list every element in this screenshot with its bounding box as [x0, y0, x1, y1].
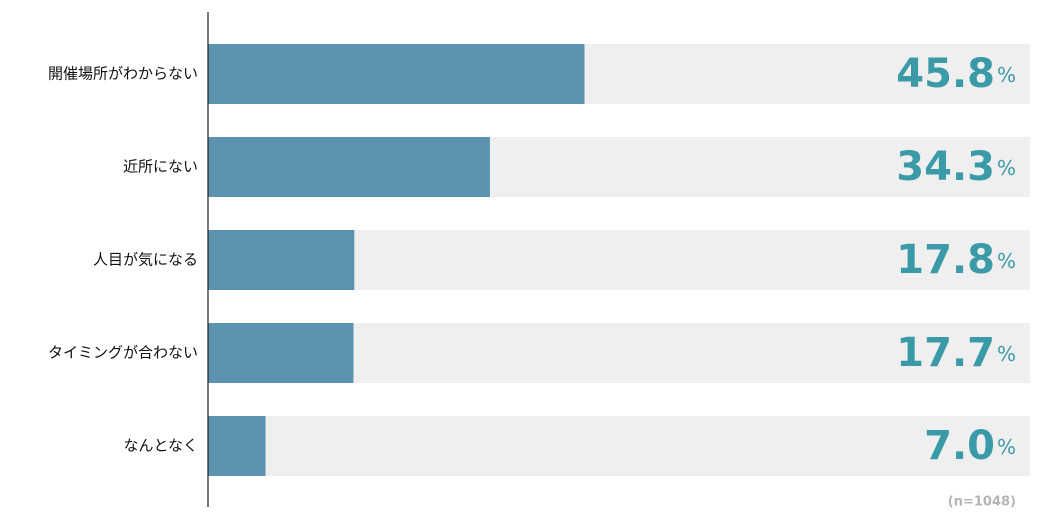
category-label: 近所にない — [123, 158, 198, 176]
bar-track — [208, 323, 1030, 383]
bar — [208, 230, 355, 290]
value-label: 34.3% — [896, 144, 1016, 190]
value-label: 45.8% — [896, 51, 1016, 97]
sample-note: (n=1048) — [948, 495, 1016, 510]
bar-track — [208, 416, 1030, 476]
category-label: 開催場所がわからない — [48, 65, 198, 83]
category-label: 人目が気になる — [93, 251, 198, 269]
value-label: 7.0% — [924, 423, 1016, 469]
bar-track — [208, 230, 1030, 290]
bar — [208, 44, 585, 104]
category-label: タイミングが合わない — [48, 344, 198, 362]
bar — [208, 137, 490, 197]
bar — [208, 323, 354, 383]
bar — [208, 416, 266, 476]
value-label: 17.8% — [896, 237, 1016, 283]
value-label: 17.7% — [896, 330, 1016, 376]
category-label: なんとなく — [123, 437, 198, 455]
